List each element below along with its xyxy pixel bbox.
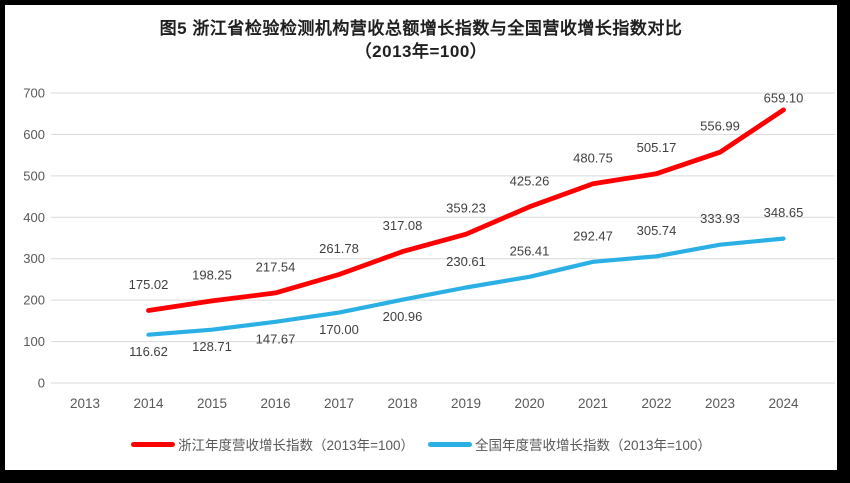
data-label: 116.62: [129, 344, 168, 359]
data-label: 556.99: [700, 119, 740, 134]
zhejiang-line-swatch-icon: [131, 441, 176, 447]
chart-title-line1: 图5 浙江省检验检测机构营收总额增长指数与全国营收增长指数对比: [159, 19, 683, 38]
data-label: 128.71: [192, 339, 232, 354]
data-label: 261.78: [319, 241, 359, 256]
y-tick-label: 400: [23, 210, 45, 225]
data-label: 359.23: [446, 201, 486, 216]
data-label: 217.54: [256, 259, 296, 274]
x-tick-label: 2021: [578, 396, 608, 411]
y-tick-label: 200: [23, 293, 45, 308]
data-label: 147.67: [256, 331, 296, 346]
y-tick-label: 0: [38, 376, 45, 391]
data-label: 659.10: [764, 90, 804, 105]
x-tick-label: 2024: [768, 396, 799, 411]
y-tick-label: 100: [23, 334, 45, 349]
y-tick-label: 300: [23, 251, 45, 266]
legend-item-zhejiang: 浙江年度营收增长指数（2013年=100）: [131, 434, 414, 454]
data-label: 170.00: [319, 322, 359, 337]
chart-title-line2: （2013年=100）: [354, 42, 488, 61]
data-label: 317.08: [383, 218, 423, 233]
legend-item-national: 全国年度营收增长指数（2013年=100）: [428, 434, 711, 454]
data-label: 198.25: [192, 267, 232, 282]
data-label: 230.61: [446, 254, 486, 269]
x-tick-label: 2019: [451, 396, 481, 411]
x-tick-label: 2017: [324, 396, 354, 411]
x-tick-label: 2013: [70, 396, 100, 411]
data-label: 505.17: [637, 140, 677, 155]
x-tick-label: 2014: [133, 396, 164, 411]
data-label: 200.96: [383, 309, 423, 324]
data-label: 175.02: [129, 277, 169, 292]
data-label: 425.26: [510, 173, 550, 188]
data-label: 305.74: [637, 223, 677, 238]
legend-label-national: 全国年度营收增长指数（2013年=100）: [475, 438, 711, 453]
y-tick-label: 600: [23, 127, 45, 142]
x-tick-label: 2016: [260, 396, 290, 411]
zhejiang-series-line: [146, 107, 786, 313]
data-label: 333.93: [700, 211, 740, 226]
chart-canvas: 图5 浙江省检验检测机构营收总额增长指数与全国营收增长指数对比 （2013年=1…: [5, 5, 837, 470]
x-tick-label: 2015: [197, 396, 227, 411]
data-label: 292.47: [573, 228, 613, 243]
x-tick-label: 2020: [514, 396, 544, 411]
chart-title: 图5 浙江省检验检测机构营收总额增长指数与全国营收增长指数对比 （2013年=1…: [5, 17, 837, 63]
x-tick-label: 2022: [641, 396, 671, 411]
x-tick-label: 2023: [705, 396, 735, 411]
legend-label-zhejiang: 浙江年度营收增长指数（2013年=100）: [178, 438, 414, 453]
data-label: 256.41: [510, 243, 550, 258]
y-tick-label: 700: [23, 86, 45, 101]
national-line-swatch-icon: [428, 441, 472, 447]
y-tick-label: 500: [23, 168, 45, 183]
national-series-line: [146, 236, 786, 337]
data-label: 480.75: [573, 150, 613, 165]
legend: 浙江年度营收增长指数（2013年=100） 全国年度营收增长指数（2013年=1…: [5, 434, 837, 454]
data-label: 348.65: [764, 205, 804, 220]
plot-area: 0 100 200 300 400 500 600 700 2013 2014 2015 2016 20…: [23, 86, 835, 411]
x-tick-label: 2018: [387, 396, 417, 411]
